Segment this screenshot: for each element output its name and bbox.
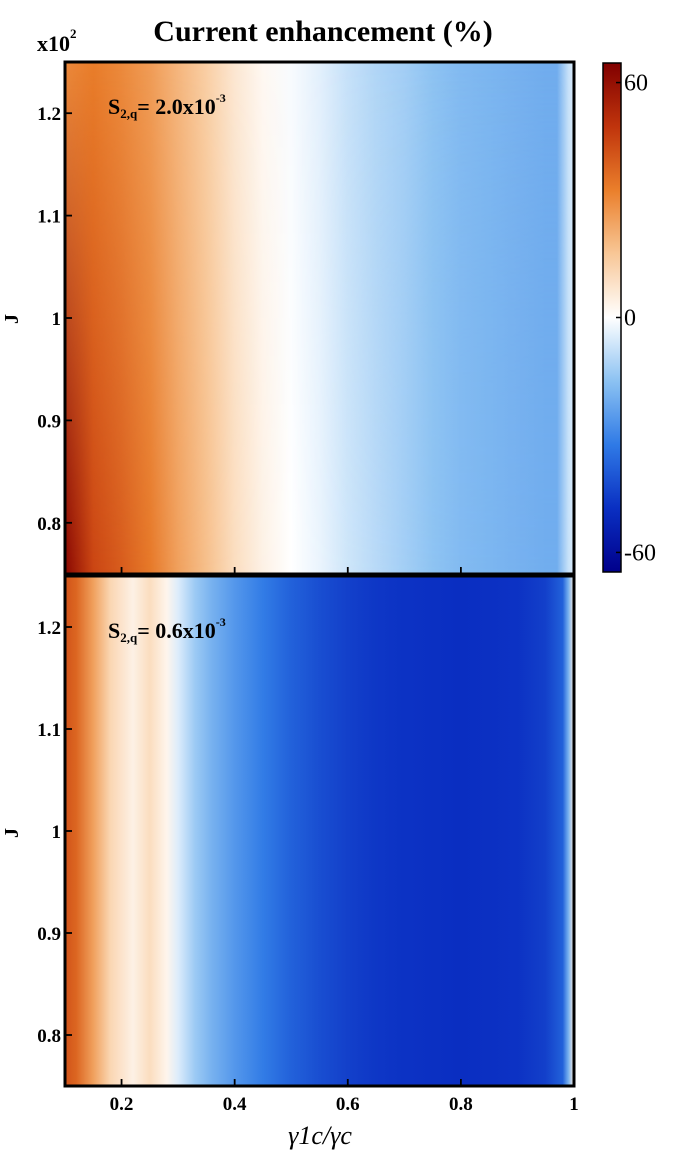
heatmap-bottom-base	[65, 576, 574, 1086]
top-y-tick-label: 1.2	[37, 104, 61, 125]
bottom-ticks: 0.8 0.9 1 1.1 1.2 0.2 0.4 0.6 0.8 1	[37, 618, 579, 1115]
x-axis-label: γ1c/γc	[288, 1121, 352, 1150]
top-y-tick-label: 1.1	[37, 207, 61, 228]
chart-title: Current enhancement (%)	[153, 15, 492, 48]
bottom-annotation-sub: 2,q	[120, 630, 138, 645]
bottom-annotation-eq: =	[137, 618, 155, 643]
colorbar: 60 0 -60	[602, 62, 656, 573]
top-y-tick-label: 1	[52, 309, 62, 330]
y-scale-base: x10	[37, 31, 70, 56]
top-ticks: 0.8 0.9 1 1.1 1.2	[37, 104, 462, 574]
bottom-annotation-main: S	[108, 618, 120, 643]
bottom-x-tick-label: 0.8	[449, 1094, 473, 1115]
top-annotation: S2,q= 2.0x10-3	[108, 91, 226, 121]
top-annotation-exp: -3	[216, 91, 226, 105]
top-y-axis-label: J	[1, 314, 23, 324]
bottom-x-tick-label: 0.6	[336, 1094, 360, 1115]
colorbar-tick-label: 0	[624, 306, 636, 332]
bottom-y-tick-label: 0.9	[37, 924, 61, 945]
bottom-x-tick-label: 1	[569, 1094, 579, 1115]
bottom-y-tick-label: 1.1	[37, 720, 61, 741]
top-annotation-sub: 2,q	[120, 106, 138, 121]
top-annotation-mant: 2.0x10	[155, 94, 216, 119]
heatmap-top-overlay	[65, 62, 574, 574]
bottom-y-tick-label: 0.8	[37, 1026, 61, 1047]
top-y-tick-label: 0.9	[37, 411, 61, 432]
bottom-x-tick-label: 0.2	[110, 1094, 134, 1115]
bottom-annotation: S2,q= 0.6x10-3	[108, 615, 226, 645]
bottom-y-tick-label: 1	[52, 822, 62, 843]
top-y-tick-label: 0.8	[37, 514, 61, 535]
top-annotation-main: S	[108, 94, 120, 119]
bottom-y-tick-label: 1.2	[37, 618, 61, 639]
bottom-x-tick-label: 0.4	[223, 1094, 247, 1115]
heatmap-top-panel: S2,q= 2.0x10-3 J 0.8 0.9 1 1.1 1.2	[1, 60, 576, 576]
bottom-annotation-mant: 0.6x10	[155, 618, 216, 643]
colorbar-tick-label: -60	[624, 540, 656, 566]
y-scale-label: x102	[37, 26, 77, 56]
colorbar-tick-label: 60	[624, 71, 648, 97]
bottom-annotation-exp: -3	[216, 615, 226, 629]
colorbar-ticks: 60 0 -60	[616, 71, 656, 566]
y-scale-exp: 2	[70, 26, 77, 41]
top-annotation-eq: =	[137, 94, 155, 119]
heatmap-bottom-panel: S2,q= 0.6x10-3 J γ1c/γc 0.8 0.9 1 1.1 1.2 0.2…	[1, 574, 579, 1150]
bottom-y-axis-label: J	[1, 828, 23, 838]
